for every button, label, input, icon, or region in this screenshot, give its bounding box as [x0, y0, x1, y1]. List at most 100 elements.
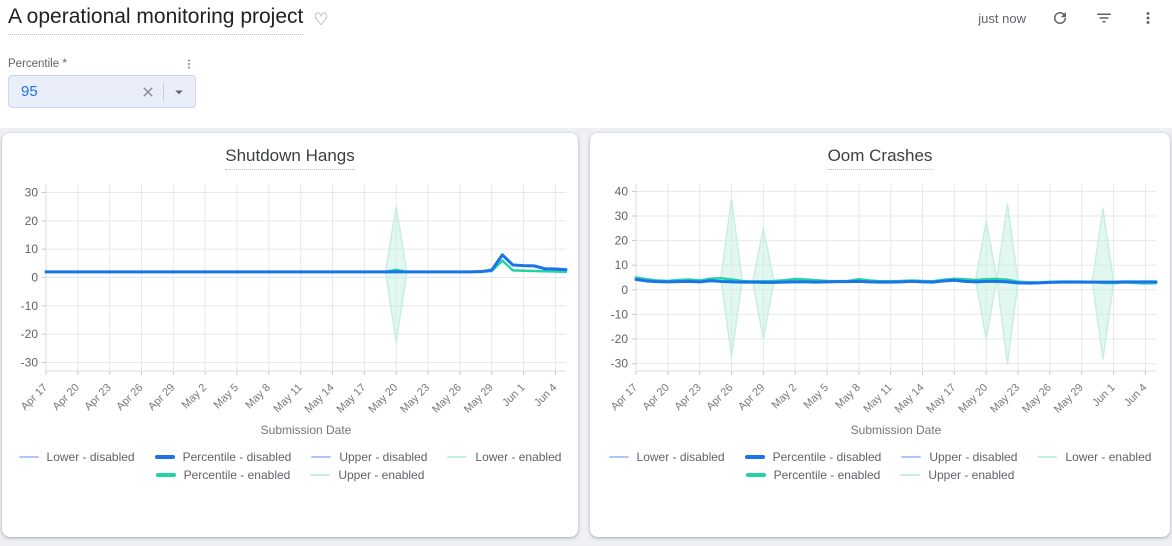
svg-text:May 14: May 14	[303, 382, 337, 416]
svg-text:May 29: May 29	[462, 382, 496, 416]
refresh-icon	[1054, 11, 1066, 24]
chart-title-oom-crashes: Oom Crashes	[590, 146, 1170, 170]
filter-options-button[interactable]	[182, 57, 196, 71]
clear-filter-button[interactable]	[138, 82, 158, 102]
svg-text:30: 30	[615, 209, 629, 223]
legend-label: Lower - disabled	[636, 450, 725, 464]
legend-label: Lower - enabled	[1065, 450, 1152, 464]
svg-text:May 2: May 2	[770, 382, 800, 412]
svg-text:Submission Date: Submission Date	[851, 423, 942, 437]
legend-swatch	[154, 455, 175, 459]
legend-item: Percentile - enabled	[155, 468, 291, 482]
svg-text:Jun 4: Jun 4	[532, 382, 560, 410]
svg-text:May 8: May 8	[833, 382, 863, 412]
legend-swatch	[311, 456, 332, 458]
svg-text:-10: -10	[611, 307, 629, 321]
line-chart-shutdown-hangs[interactable]: 30 20 10 0 -10 -20 -30 Apr 17 Apr 20 Apr 23 Apr 26…	[2, 174, 578, 446]
filter-value[interactable]: 95	[21, 83, 38, 100]
chart-legend: Lower - disabled Percentile - disabled Upp…	[2, 450, 578, 482]
legend-item: Percentile - disabled	[744, 450, 882, 464]
legend-swatch	[310, 474, 331, 476]
legend-row: Lower - disabled Percentile - disabled Upp…	[18, 450, 561, 464]
kebab-menu-icon	[187, 59, 191, 69]
legend-swatch	[900, 474, 921, 476]
kebab-menu-icon	[1146, 12, 1150, 24]
legend-item: Lower - disabled	[18, 450, 135, 464]
svg-text:10: 10	[25, 242, 39, 256]
svg-text:Apr 23: Apr 23	[82, 382, 113, 413]
close-icon	[143, 86, 153, 97]
legend-item: Lower - disabled	[608, 450, 725, 464]
legend-label: Upper - disabled	[339, 450, 428, 464]
svg-text:0: 0	[31, 271, 38, 285]
chart-legend: Lower - disabled Percentile - disabled Upp…	[590, 450, 1170, 482]
filter-list-button[interactable]	[1094, 8, 1114, 28]
legend-label: Lower - enabled	[475, 450, 562, 464]
legend-label: Percentile - disabled	[182, 450, 292, 464]
svg-text:Apr 26: Apr 26	[704, 382, 735, 413]
legend-item: Lower - enabled	[447, 450, 561, 464]
legend-item: Lower - enabled	[1037, 450, 1151, 464]
more-options-button[interactable]	[1138, 8, 1158, 28]
legend-label: Upper - enabled	[928, 468, 1015, 482]
svg-text:Apr 20: Apr 20	[51, 382, 82, 413]
svg-text:0: 0	[621, 283, 628, 297]
svg-text:May 14: May 14	[893, 382, 927, 416]
refresh-button[interactable]	[1050, 8, 1070, 28]
svg-text:May 23: May 23	[398, 382, 432, 416]
charts-row: Shutdown Hangs 30 20 10 0 -10 -20 -30 Apr 17 Apr…	[0, 128, 1172, 537]
svg-text:20: 20	[25, 214, 39, 228]
legend-item: Upper - enabled	[900, 468, 1014, 482]
filter-list-icon	[1097, 13, 1111, 23]
report-title[interactable]: A operational monitoring project	[8, 4, 304, 35]
svg-text:40: 40	[615, 184, 629, 198]
legend-swatch	[901, 456, 922, 458]
legend-item: Upper - enabled	[310, 468, 424, 482]
percentile-filter-control: Percentile * 95	[8, 57, 196, 108]
title-row: A operational monitoring project ♡ just …	[0, 4, 1172, 35]
svg-text:-10: -10	[21, 299, 39, 313]
report-header: A operational monitoring project ♡ just …	[0, 0, 1172, 128]
svg-text:May 20: May 20	[366, 382, 400, 416]
legend-label: Percentile - enabled	[183, 468, 291, 482]
chart-card-shutdown-hangs: Shutdown Hangs 30 20 10 0 -10 -20 -30 Apr 17 Apr…	[2, 133, 578, 537]
svg-text:May 29: May 29	[1052, 382, 1086, 416]
svg-text:-20: -20	[21, 327, 39, 341]
legend-item: Upper - disabled	[311, 450, 427, 464]
svg-text:Apr 29: Apr 29	[736, 382, 767, 413]
legend-swatch	[608, 456, 629, 458]
svg-text:Apr 23: Apr 23	[672, 382, 703, 413]
svg-text:-30: -30	[611, 357, 629, 371]
legend-swatch	[1037, 456, 1058, 458]
svg-text:20: 20	[615, 234, 629, 248]
filter-dropdown-button[interactable]	[169, 82, 189, 102]
svg-text:May 20: May 20	[956, 382, 990, 416]
legend-swatch	[155, 473, 176, 477]
legend-label: Percentile - disabled	[772, 450, 882, 464]
svg-text:May 26: May 26	[1020, 382, 1054, 416]
header-controls: just now	[978, 4, 1158, 28]
chart-title-shutdown-hangs: Shutdown Hangs	[2, 146, 578, 170]
legend-item: Upper - disabled	[901, 450, 1017, 464]
svg-text:-30: -30	[21, 356, 39, 370]
svg-text:May 23: May 23	[988, 382, 1022, 416]
percentile-filter-chip[interactable]: 95	[8, 75, 196, 108]
svg-text:Jun 1: Jun 1	[1090, 382, 1118, 410]
legend-label: Upper - disabled	[929, 450, 1018, 464]
favorite-heart-icon[interactable]: ♡	[313, 9, 329, 29]
svg-text:Apr 17: Apr 17	[609, 382, 640, 413]
legend-row: Percentile - enabled Upper - enabled	[155, 468, 424, 482]
svg-text:May 5: May 5	[211, 382, 241, 412]
filter-label: Percentile *	[8, 58, 67, 70]
legend-swatch	[447, 456, 468, 458]
svg-text:Submission Date: Submission Date	[261, 423, 352, 437]
svg-text:Apr 29: Apr 29	[146, 382, 177, 413]
svg-text:May 5: May 5	[801, 382, 831, 412]
last-refreshed-text: just now	[978, 10, 1026, 26]
legend-swatch	[18, 456, 39, 458]
legend-label: Upper - enabled	[338, 468, 425, 482]
legend-row: Lower - disabled Percentile - disabled Upp…	[608, 450, 1151, 464]
legend-swatch	[745, 473, 766, 477]
legend-swatch	[744, 455, 765, 459]
